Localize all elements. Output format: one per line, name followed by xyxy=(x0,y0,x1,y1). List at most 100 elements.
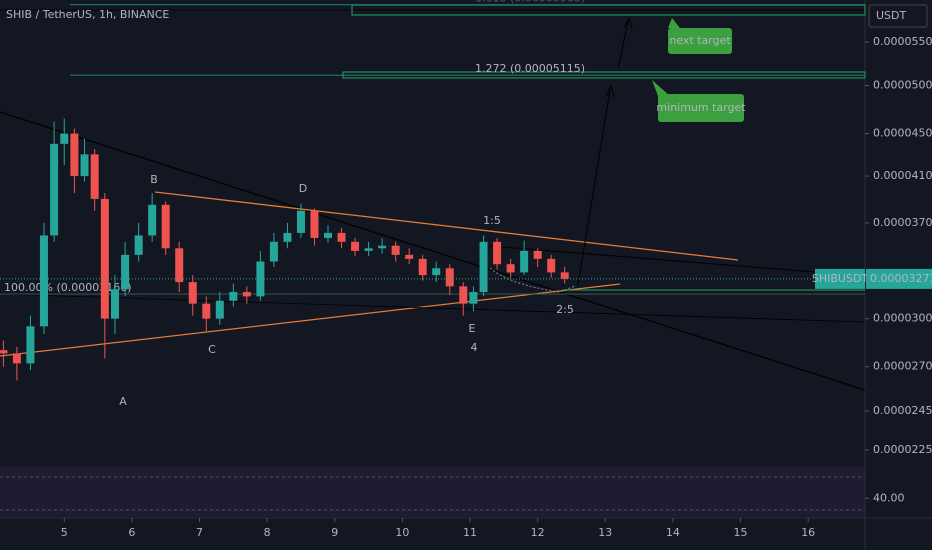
candle-body xyxy=(215,300,224,319)
x-tick-label: 6 xyxy=(128,526,135,539)
candle-body xyxy=(50,143,59,236)
price-tag xyxy=(866,268,932,289)
candle-body xyxy=(364,248,373,251)
candle-body xyxy=(175,248,184,283)
x-tick-label: 15 xyxy=(734,526,748,539)
candle-body xyxy=(506,264,515,273)
candle-body xyxy=(12,353,21,364)
candle-body xyxy=(493,241,502,265)
trendline xyxy=(489,245,866,277)
annotation: E xyxy=(469,322,476,335)
candle-body xyxy=(90,154,99,199)
candle-body xyxy=(202,303,211,319)
candle-body xyxy=(283,232,292,242)
x-tick-label: 16 xyxy=(801,526,815,539)
candle-body xyxy=(296,210,305,233)
annotation: next target xyxy=(669,34,731,47)
candle-body xyxy=(310,210,319,238)
arrow-head xyxy=(605,84,615,98)
trendline xyxy=(0,283,621,357)
annotation: B xyxy=(150,173,158,186)
candle-body xyxy=(0,350,8,354)
arrow-head xyxy=(623,16,633,30)
candle-body xyxy=(479,241,488,293)
rsi-pane xyxy=(0,467,865,517)
trendline xyxy=(154,191,739,261)
candle-body xyxy=(351,241,360,251)
annotation: 4 xyxy=(471,341,478,354)
candle-body xyxy=(100,198,109,319)
callout xyxy=(658,94,744,122)
x-tick-label: 8 xyxy=(264,526,271,539)
x-tick-label: 12 xyxy=(531,526,545,539)
candle-body xyxy=(148,204,157,236)
annotation: C xyxy=(208,343,216,356)
candle-body xyxy=(469,292,478,304)
annotation: D xyxy=(299,182,307,195)
annotation: A xyxy=(119,395,127,408)
candle-body xyxy=(269,241,278,262)
candle-body xyxy=(547,258,556,273)
level-label: 1.618 (0.00005968) xyxy=(475,0,585,5)
y-tick-label: 0.00002250 xyxy=(873,443,932,456)
quote-currency: USDT xyxy=(876,9,907,22)
candle-body xyxy=(188,282,197,304)
candle-body xyxy=(110,289,119,319)
candle-body xyxy=(560,272,569,279)
candle-body xyxy=(432,268,441,276)
candle-body xyxy=(256,261,265,297)
candle-body xyxy=(337,232,346,242)
candle-body xyxy=(229,292,238,301)
arrow xyxy=(577,89,611,286)
x-tick-label: 5 xyxy=(61,526,68,539)
annotation: 2:5 xyxy=(556,303,574,316)
candle-body xyxy=(391,245,400,255)
candle-body xyxy=(533,250,542,259)
candle-body xyxy=(418,258,427,276)
candle-body xyxy=(378,245,387,249)
x-tick-label: 14 xyxy=(666,526,680,539)
candle-body xyxy=(70,133,79,177)
candle-body xyxy=(459,286,468,304)
candle-body xyxy=(520,250,529,273)
x-tick-label: 7 xyxy=(196,526,203,539)
trendline xyxy=(0,111,866,391)
annotation: minimum target xyxy=(656,101,746,114)
currency-box xyxy=(868,4,928,28)
x-tick-label: 11 xyxy=(463,526,477,539)
candle-body xyxy=(134,235,143,255)
rsi-tick-label: 40.00 xyxy=(873,491,905,504)
symbol-tag xyxy=(815,268,865,289)
callout-tail xyxy=(668,18,680,28)
level-label: 1.272 (0.00005115) xyxy=(475,62,585,75)
candle-body xyxy=(405,254,414,259)
candle-body xyxy=(445,268,454,287)
candle-body xyxy=(121,254,130,290)
candle-body xyxy=(60,133,69,144)
x-tick-label: 9 xyxy=(331,526,338,539)
level-label: 100.00% (0.00003166) xyxy=(4,281,132,294)
trendline xyxy=(0,293,866,323)
arrow xyxy=(617,21,629,69)
candle-body xyxy=(324,232,333,238)
annotation: 1:5 xyxy=(483,214,501,227)
candle-body xyxy=(80,154,89,177)
chart-title: SHIB / TetherUS, 1h, BINANCE xyxy=(6,8,169,21)
last-price-label: 0.00003273 xyxy=(870,272,932,285)
candle-body xyxy=(26,326,35,364)
candle-body xyxy=(39,235,48,327)
x-tick-label: 13 xyxy=(598,526,612,539)
symbol-label: SHIBUSDT xyxy=(812,272,869,285)
x-tick-label: 10 xyxy=(395,526,409,539)
callout-tail xyxy=(652,80,670,96)
